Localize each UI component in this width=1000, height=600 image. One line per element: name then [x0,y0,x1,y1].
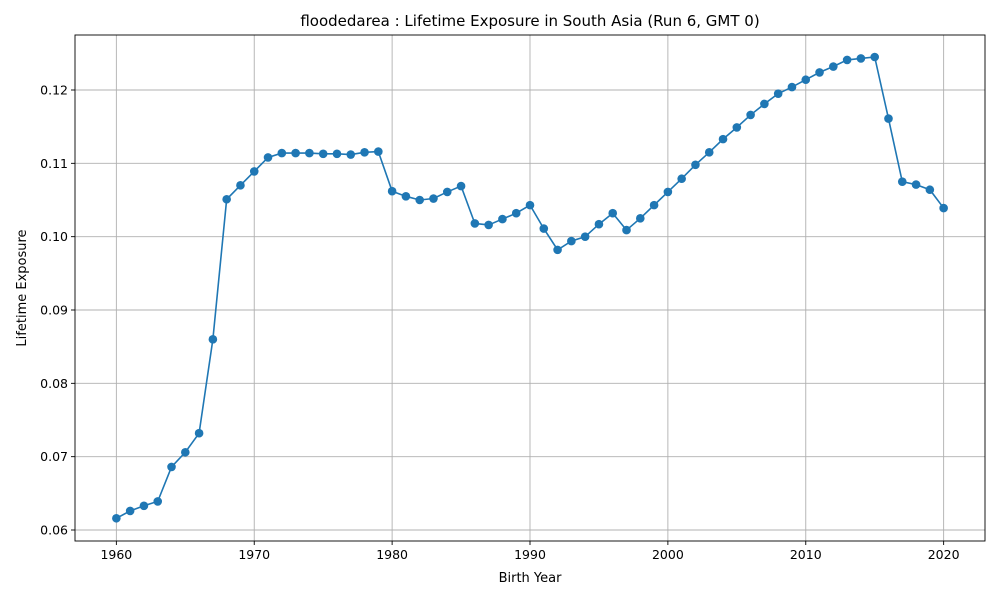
data-point [194,428,204,438]
grid-layer [75,35,985,541]
data-point [649,200,659,210]
data-point [511,208,521,218]
data-point [856,54,866,63]
data-point [691,160,700,170]
data-point [112,513,121,523]
x-tick-label: 2000 [652,547,684,562]
data-point [842,55,852,65]
data-point [387,186,397,196]
data-point [539,224,549,233]
data-point [829,62,838,71]
data-point [677,174,686,184]
data-point [801,75,811,85]
data-point [249,167,259,176]
data-point [870,52,879,62]
data-point [456,181,466,191]
data-point [897,177,907,186]
y-tick-label: 0.08 [40,376,68,391]
series-layer [112,52,948,523]
data-point [442,187,452,197]
data-point [484,220,493,230]
data-point [525,200,535,210]
data-point [429,194,438,203]
data-point [746,110,755,120]
data-point [236,181,245,190]
x-axis: 1960 1970 1980 1990 2000 2010 2020 [100,541,960,562]
data-point [925,185,935,195]
data-point [636,214,645,223]
data-point [346,150,356,159]
data-point [787,82,797,92]
y-axis: 0.06 0.07 0.08 0.09 0.10 0.11 0.12 [40,83,75,538]
data-point [305,148,314,158]
x-tick-label: 2010 [790,547,822,562]
data-point [401,192,411,201]
data-point [718,134,728,144]
data-point [470,219,480,228]
data-point [580,232,590,241]
data-point [553,245,562,255]
y-axis-label: Lifetime Exposure [15,229,30,346]
data-point [318,149,328,159]
y-tick-label: 0.10 [40,229,68,244]
data-point [181,447,190,457]
data-point [594,219,604,229]
data-point [125,506,135,516]
x-tick-label: 1990 [514,547,546,562]
data-point [498,214,507,224]
data-point [760,99,769,109]
y-tick-label: 0.07 [40,449,68,464]
x-tick-label: 1960 [100,547,132,562]
x-tick-label: 1970 [238,547,270,562]
data-point [608,208,618,218]
data-point [277,148,287,158]
data-point [360,148,369,157]
data-point [139,501,149,511]
data-point [732,123,742,132]
data-point [208,335,218,344]
data-point [263,153,273,162]
data-point [773,89,783,98]
x-tick-label: 2020 [928,547,960,562]
x-tick-label: 1980 [376,547,408,562]
data-point [815,68,824,77]
data-point [567,236,576,246]
chart-title: floodedarea : Lifetime Exposure in South… [300,12,759,30]
x-axis-label: Birth Year [499,571,563,586]
data-point [622,225,631,235]
data-point [704,148,714,157]
data-point [291,148,300,158]
data-point [884,114,893,123]
data-point [222,194,231,204]
y-tick-label: 0.09 [40,303,68,318]
y-tick-label: 0.12 [40,83,68,98]
data-point [939,203,948,213]
y-tick-label: 0.11 [40,156,68,171]
data-point [911,180,921,189]
data-point [374,147,383,156]
y-tick-label: 0.06 [40,523,68,538]
data-point [332,149,342,159]
data-point [167,462,176,472]
data-point [153,497,163,506]
data-point [415,195,424,205]
data-point [663,187,673,197]
